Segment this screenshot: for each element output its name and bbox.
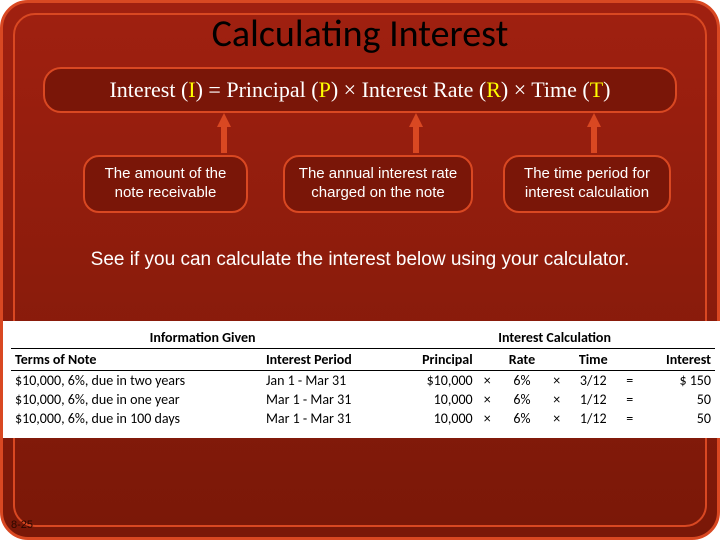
col-principal: Principal <box>394 349 476 371</box>
col-spacer3 <box>619 349 640 371</box>
cell-terms: $10,000, 6%, due in 100 days <box>11 409 262 428</box>
col-spacer2 <box>546 349 567 371</box>
cell-principal: 10,000 <box>394 409 476 428</box>
formula-var-P: P <box>319 77 331 102</box>
cell-eq: = <box>619 409 640 428</box>
formula-var-I: I <box>188 77 195 102</box>
cell-period: Mar 1 - Mar 31 <box>262 409 394 428</box>
arrow-principal <box>213 113 235 153</box>
callout-principal: The amount of the note receivable <box>83 155 248 213</box>
cell-principal: 10,000 <box>394 390 476 409</box>
col-terms: Terms of Note <box>11 349 262 371</box>
slide-title: Calculating Interest <box>3 3 717 57</box>
cell-rate: 6% <box>498 409 546 428</box>
callout-rate: The annual interest rate charged on the … <box>283 155 473 213</box>
prompt-text: See if you can calculate the interest be… <box>43 249 677 271</box>
formula-text-4: ) × Time ( <box>501 77 590 102</box>
cell-terms: $10,000, 6%, due in one year <box>11 390 262 409</box>
formula-text-2: ) = Principal ( <box>196 77 319 102</box>
col-period: Interest Period <box>262 349 394 371</box>
table-row: $10,000, 6%, due in two years Jan 1 - Ma… <box>11 371 715 391</box>
cell-interest: 50 <box>640 409 715 428</box>
cell-terms: $10,000, 6%, due in two years <box>11 371 262 391</box>
cell-time: 1/12 <box>567 390 619 409</box>
arrow-time <box>583 113 605 153</box>
formula-box: Interest (I) = Principal (P) × Interest … <box>43 67 677 113</box>
cell-rate: 6% <box>498 371 546 391</box>
cell-interest: $ 150 <box>640 371 715 391</box>
callout-time: The time period for interest calculation <box>503 155 671 213</box>
cell-period: Jan 1 - Mar 31 <box>262 371 394 391</box>
cell-op: × <box>477 390 498 409</box>
cell-op: × <box>477 371 498 391</box>
cell-period: Mar 1 - Mar 31 <box>262 390 394 409</box>
cell-eq: = <box>619 390 640 409</box>
col-spacer1 <box>477 349 498 371</box>
cell-time: 1/12 <box>567 409 619 428</box>
table-row: $10,000, 6%, due in one year Mar 1 - Mar… <box>11 390 715 409</box>
table-body: $10,000, 6%, due in two years Jan 1 - Ma… <box>11 371 715 429</box>
formula-text-3: ) × Interest Rate ( <box>331 77 486 102</box>
slide: Calculating Interest Interest (I) = Prin… <box>0 0 720 540</box>
cell-op: × <box>546 409 567 428</box>
callouts-area: The amount of the note receivable The an… <box>43 113 677 243</box>
formula-text-5: ) <box>603 77 610 102</box>
formula-text-1: Interest ( <box>109 77 188 102</box>
cell-time: 3/12 <box>567 371 619 391</box>
head-info: Information Given <box>11 327 394 349</box>
formula-var-R: R <box>486 77 501 102</box>
head-calc: Interest Calculation <box>394 327 715 349</box>
formula-var-T: T <box>590 77 603 102</box>
cell-rate: 6% <box>498 390 546 409</box>
col-interest: Interest <box>640 349 715 371</box>
cell-op: × <box>546 371 567 391</box>
cell-op: × <box>477 409 498 428</box>
table-row: $10,000, 6%, due in 100 days Mar 1 - Mar… <box>11 409 715 428</box>
cell-op: × <box>546 390 567 409</box>
interest-table: Information Given Interest Calculation T… <box>11 327 715 428</box>
col-time: Time <box>567 349 619 371</box>
cell-eq: = <box>619 371 640 391</box>
table-container: Information Given Interest Calculation T… <box>3 321 720 438</box>
page-number: 8-25 <box>11 519 33 531</box>
arrow-rate <box>405 113 427 153</box>
cell-principal: $10,000 <box>394 371 476 391</box>
cell-interest: 50 <box>640 390 715 409</box>
col-rate: Rate <box>498 349 546 371</box>
